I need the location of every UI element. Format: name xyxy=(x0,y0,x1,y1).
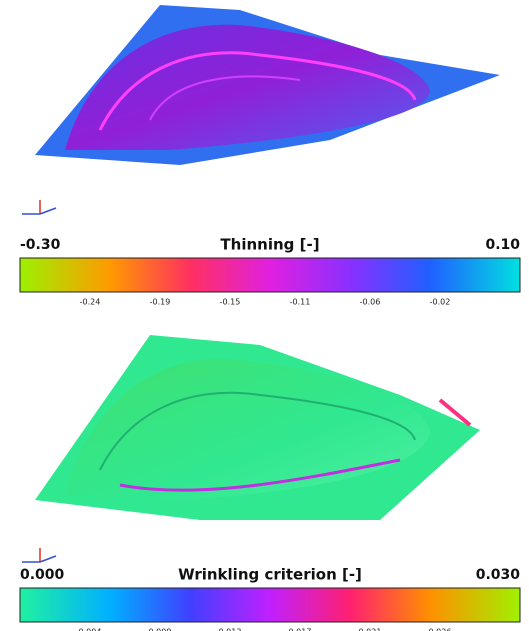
colorbar-tick-label: 0.004 xyxy=(79,628,102,631)
colorbar-tick-label: 0.013 xyxy=(219,628,242,631)
part-render xyxy=(35,5,500,165)
colorbar-tick-label: -0.24 xyxy=(80,298,101,307)
colorbar: 0.000 Wrinkling criterion [-] 0.030 0.004 0.… xyxy=(20,566,520,631)
colorbar-title: Thinning [-] xyxy=(220,236,319,254)
figure-canvas: -0.30 Thinning [-] 0.10 -0.24 -0.19 -0.15 -0.1… xyxy=(0,0,529,631)
colorbar-min-label: -0.30 xyxy=(20,237,61,253)
colorbar-max-label: 0.030 xyxy=(476,567,521,583)
colorbar-tick-label: 0.021 xyxy=(359,628,382,631)
colorbar-tick-label: -0.02 xyxy=(430,298,451,307)
colorbar-tick-label: -0.15 xyxy=(220,298,241,307)
colorbar-tick-label: -0.11 xyxy=(290,298,311,307)
part-render xyxy=(35,335,480,520)
colorbar-tick-label: 0.009 xyxy=(149,628,172,631)
colorbar-title: Wrinkling criterion [-] xyxy=(178,566,362,584)
colorbar-tick-label: -0.06 xyxy=(360,298,381,307)
colorbar-tick-label: -0.19 xyxy=(150,298,171,307)
colorbar-tick-label: 0.026 xyxy=(429,628,452,631)
colorbar-max-label: 0.10 xyxy=(485,237,520,253)
colorbar-gradient xyxy=(20,258,520,292)
axis-icon xyxy=(22,548,56,562)
axis-icon xyxy=(22,200,56,214)
colorbar: -0.30 Thinning [-] 0.10 -0.24 -0.19 -0.15 -0.1… xyxy=(20,236,520,307)
colorbar-gradient xyxy=(20,588,520,622)
colorbar-min-label: 0.000 xyxy=(20,567,65,583)
colorbar-tick-label: 0.017 xyxy=(289,628,312,631)
figure: -0.30 Thinning [-] 0.10 -0.24 -0.19 -0.15 -0.1… xyxy=(0,0,529,631)
